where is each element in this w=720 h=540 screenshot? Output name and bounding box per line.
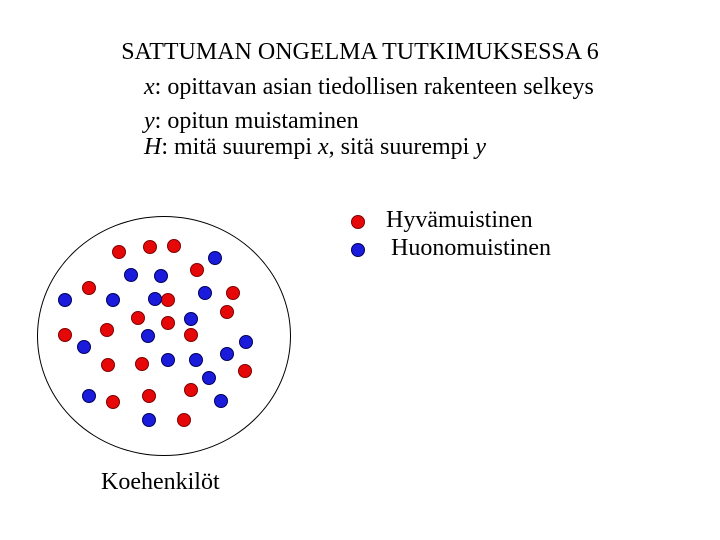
- hypothesis-h-line: H: mitä suurempi x, sitä suurempi y: [144, 135, 486, 159]
- x-line-text: : opittavan asian tiedollisen rakenteen …: [154, 74, 594, 100]
- subject-dot-hyvamuistinen: [184, 328, 198, 342]
- hypothesis-x-line: x: opittavan asian tiedollisen rakenteen…: [144, 75, 594, 99]
- legend-marker-blue-icon: [351, 243, 365, 257]
- legend-marker-red-icon: [351, 215, 365, 229]
- legend-label-huonomuistinen: Huonomuistinen: [391, 235, 551, 261]
- subject-dot-hyvamuistinen: [161, 293, 175, 307]
- subject-dot-huonomuistinen: [77, 340, 91, 354]
- subject-dot-hyvamuistinen: [131, 311, 145, 325]
- subject-dot-huonomuistinen: [220, 347, 234, 361]
- subject-dot-huonomuistinen: [141, 329, 155, 343]
- subject-dot-huonomuistinen: [106, 293, 120, 307]
- variable-y-2: y: [475, 134, 486, 160]
- subjects-ellipse: [37, 216, 291, 456]
- subject-dot-hyvamuistinen: [112, 245, 126, 259]
- h-line-text-2: , sitä suurempi: [328, 134, 476, 160]
- legend-label-hyvamuistinen: Hyvämuistinen: [386, 207, 533, 233]
- subject-dot-huonomuistinen: [148, 292, 162, 306]
- hypothesis-y-line: y: opitun muistaminen: [144, 109, 359, 133]
- subject-dot-hyvamuistinen: [238, 364, 252, 378]
- subject-dot-hyvamuistinen: [161, 316, 175, 330]
- subject-dot-huonomuistinen: [189, 353, 203, 367]
- subject-dot-hyvamuistinen: [101, 358, 115, 372]
- subject-dot-huonomuistinen: [202, 371, 216, 385]
- y-line-text: : opitun muistaminen: [154, 108, 359, 134]
- variable-h: H: [144, 134, 162, 160]
- slide-title: SATTUMAN ONGELMA TUTKIMUKSESSA 6: [121, 39, 599, 65]
- subject-dot-huonomuistinen: [208, 251, 222, 265]
- subject-dot-hyvamuistinen: [58, 328, 72, 342]
- subject-dot-huonomuistinen: [161, 353, 175, 367]
- subject-dot-hyvamuistinen: [167, 239, 181, 253]
- subject-dot-hyvamuistinen: [142, 389, 156, 403]
- subject-dot-huonomuistinen: [58, 293, 72, 307]
- variable-x-2: x: [318, 134, 329, 160]
- subject-dot-hyvamuistinen: [143, 240, 157, 254]
- subject-dot-hyvamuistinen: [177, 413, 191, 427]
- subject-dot-hyvamuistinen: [190, 263, 204, 277]
- subject-dot-hyvamuistinen: [100, 323, 114, 337]
- variable-y: y: [144, 108, 155, 134]
- subject-dot-huonomuistinen: [124, 268, 138, 282]
- subject-dot-hyvamuistinen: [106, 395, 120, 409]
- subject-dot-huonomuistinen: [82, 389, 96, 403]
- subject-dot-huonomuistinen: [154, 269, 168, 283]
- subject-dot-hyvamuistinen: [82, 281, 96, 295]
- subject-dot-hyvamuistinen: [226, 286, 240, 300]
- subject-dot-huonomuistinen: [184, 312, 198, 326]
- subject-dot-huonomuistinen: [142, 413, 156, 427]
- variable-x: x: [144, 74, 155, 100]
- subjects-caption: Koehenkilöt: [101, 469, 220, 495]
- subject-dot-huonomuistinen: [239, 335, 253, 349]
- h-line-text-1: : mitä suurempi: [161, 134, 318, 160]
- subject-dot-hyvamuistinen: [220, 305, 234, 319]
- subject-dot-hyvamuistinen: [184, 383, 198, 397]
- subject-dot-huonomuistinen: [214, 394, 228, 408]
- subject-dot-hyvamuistinen: [135, 357, 149, 371]
- subject-dot-huonomuistinen: [198, 286, 212, 300]
